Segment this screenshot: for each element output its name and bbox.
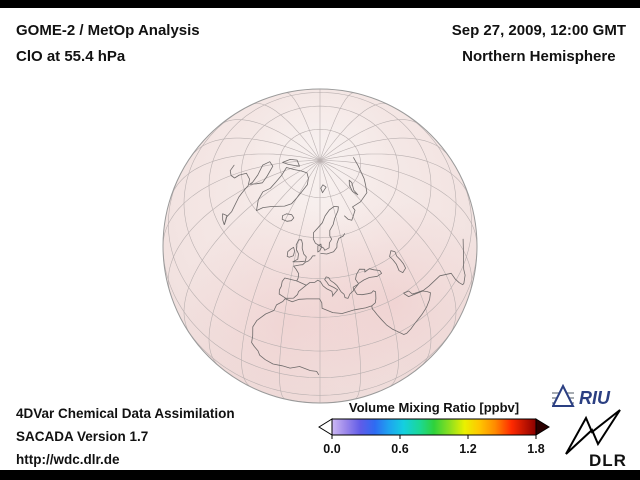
plot-subtitle: ClO at 55.4 hPa — [16, 48, 126, 65]
colorbar-gradient-bar — [331, 418, 537, 436]
colorbar-right-arrow-icon — [535, 418, 550, 436]
colorbar-left-arrow-icon — [318, 418, 333, 436]
plot-title: GOME-2 / MetOp Analysis — [16, 22, 200, 39]
globe-limb — [162, 88, 478, 404]
top-black-bar — [0, 0, 640, 8]
bottom-black-bar — [0, 470, 640, 480]
colorbar-title: Volume Mixing Ratio [ppbv] — [348, 400, 520, 415]
dlr-wordmark: DLR — [589, 451, 627, 470]
colorbar — [318, 418, 550, 439]
footer-line-2: SACADA Version 1.7 — [16, 429, 149, 444]
graticule — [163, 89, 477, 403]
riu-logo: RIU — [552, 384, 611, 408]
colorbar-tick-label: 0.6 — [391, 442, 409, 456]
colorbar-tick-label: 1.8 — [527, 442, 545, 456]
header-left: GOME-2 / MetOp Analysis ClO at 55.4 hPa — [16, 18, 200, 70]
globe-svg — [162, 88, 478, 404]
colorbar-ticks — [331, 435, 537, 439]
plot-region: Northern Hemisphere — [462, 48, 616, 65]
riu-logo-text: RIU — [579, 388, 611, 408]
header-right: Sep 27, 2009, 12:00 GMT Northern Hemisph… — [452, 18, 626, 70]
colorbar-tick-label: 0.0 — [323, 442, 341, 456]
footer-line-1: 4DVar Chemical Data Assimilation — [16, 406, 235, 421]
plot-datetime: Sep 27, 2009, 12:00 GMT — [451, 22, 626, 39]
coastlines — [222, 157, 466, 375]
globe-map — [150, 86, 490, 408]
footer-line-3: http://wdc.dlr.de — [16, 452, 120, 467]
dlr-logo-icon — [565, 409, 621, 455]
plot-area: GOME-2 / MetOp Analysis ClO at 55.4 hPa … — [0, 8, 640, 470]
riu-logo-icon — [552, 384, 575, 407]
colorbar-tick-label: 1.2 — [459, 442, 477, 456]
